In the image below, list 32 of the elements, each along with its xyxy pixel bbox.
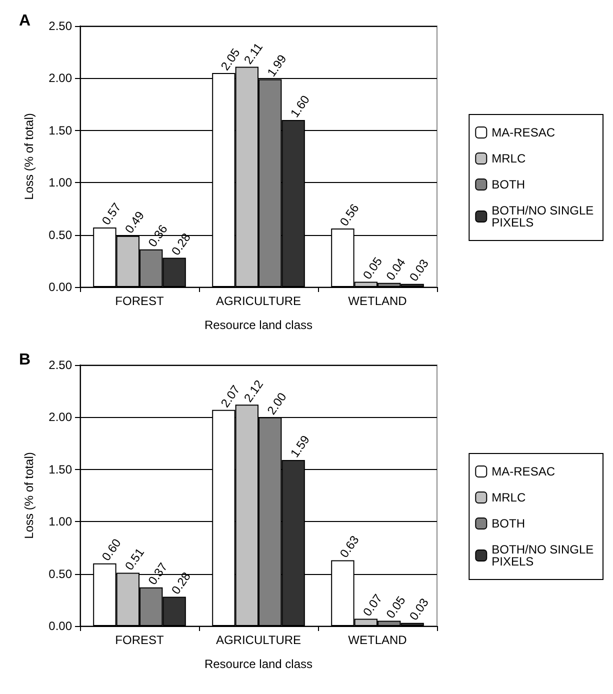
legend-label: BOTH/NO SINGLE PIXELS — [492, 542, 598, 568]
x-tick-label: FOREST — [115, 294, 164, 308]
y-axis-title: Loss (% of total) — [22, 452, 36, 539]
x-tick-label: FOREST — [115, 633, 164, 647]
legend-label: BOTH — [492, 516, 525, 530]
x-tick-label: AGRICULTURE — [216, 294, 302, 308]
legend-label: MA-RESAC — [492, 464, 556, 478]
chart-title: A — [19, 12, 31, 30]
y-tick-label: 0.50 — [48, 566, 72, 581]
y-tick-label: 2.00 — [48, 71, 72, 86]
x-tick-label: AGRICULTURE — [216, 633, 302, 647]
y-tick-label: 0.00 — [48, 280, 72, 294]
y-tick-label: 1.50 — [48, 462, 72, 476]
legend-label: BOTH/NO SINGLE PIXELS — [492, 204, 598, 230]
x-axis-title: Resource land class — [204, 657, 313, 671]
y-tick-label: 1.50 — [48, 123, 72, 138]
y-tick-label: 1.00 — [48, 514, 72, 529]
legend-label: MRLC — [492, 152, 526, 166]
x-tick-label: WETLAND — [348, 633, 408, 647]
y-axis-title: Loss (% of total) — [22, 113, 36, 200]
legend-label: MRLC — [492, 490, 526, 504]
y-tick-label: 2.00 — [48, 410, 72, 424]
x-axis-title: Resource land class — [204, 318, 313, 332]
legend-label: BOTH — [492, 178, 525, 192]
y-tick-label: 0.50 — [48, 228, 72, 242]
y-tick-label: 2.50 — [48, 358, 72, 372]
y-tick-label: 0.00 — [48, 619, 72, 633]
x-tick-label: WETLAND — [348, 294, 408, 308]
y-tick-label: 2.50 — [48, 19, 72, 33]
legend-label: MA-RESAC — [492, 126, 556, 140]
chart-title: B — [19, 352, 31, 368]
y-tick-label: 1.00 — [48, 176, 72, 190]
